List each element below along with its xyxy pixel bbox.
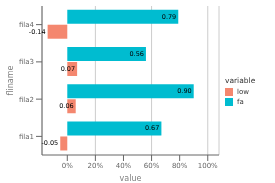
svg-text:-0.05: -0.05 bbox=[41, 139, 58, 147]
svg-text:fila1: fila1 bbox=[19, 133, 34, 141]
svg-text:80%: 80% bbox=[172, 162, 188, 170]
svg-text:20%: 20% bbox=[88, 162, 104, 170]
svg-text:100%: 100% bbox=[198, 162, 218, 170]
svg-text:0.67: 0.67 bbox=[145, 124, 159, 132]
svg-text:value: value bbox=[120, 174, 142, 183]
html-text:low: low bbox=[237, 87, 249, 96]
svg-text:60%: 60% bbox=[144, 162, 160, 170]
svg-text:0.90: 0.90 bbox=[177, 87, 191, 95]
svg-text:fila4: fila4 bbox=[18, 21, 34, 30]
svg-text:0.06: 0.06 bbox=[59, 102, 73, 110]
svg-text:0.79: 0.79 bbox=[162, 13, 176, 21]
html-text:fa: fa bbox=[237, 97, 244, 106]
html-text:variable: variable bbox=[225, 75, 256, 85]
svg-text:0%: 0% bbox=[62, 162, 73, 170]
svg-text:0.56: 0.56 bbox=[129, 50, 143, 58]
svg-text:fila3: fila3 bbox=[19, 58, 34, 66]
svg-text:0.07: 0.07 bbox=[61, 65, 75, 73]
svg-text:fliname: fliname bbox=[8, 65, 15, 95]
svg-text:40%: 40% bbox=[116, 162, 132, 170]
svg-text:fila2: fila2 bbox=[19, 96, 34, 104]
svg-text:-0.14: -0.14 bbox=[29, 28, 46, 36]
